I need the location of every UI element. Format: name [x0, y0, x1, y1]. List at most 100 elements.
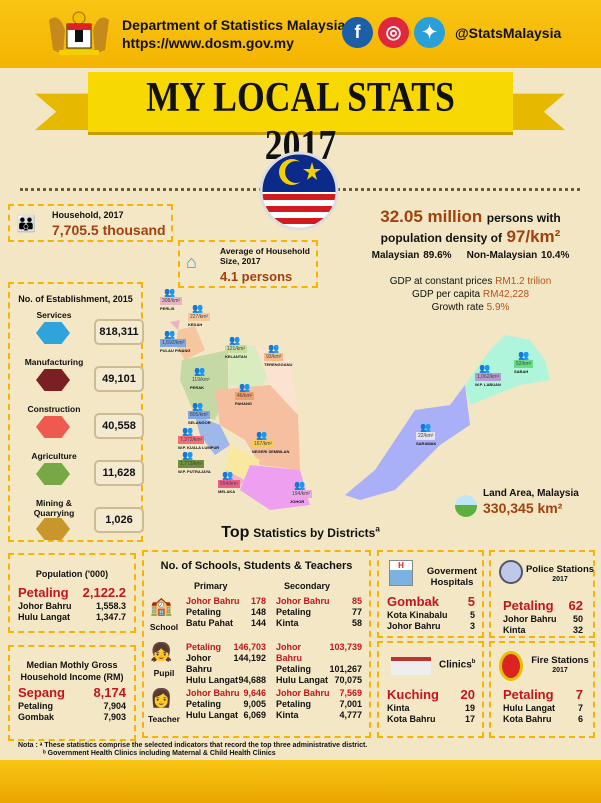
social-handle[interactable]: @StatsMalaysia — [455, 25, 562, 41]
district-value: 17 — [464, 714, 475, 724]
district-value: 85 — [351, 596, 362, 606]
footnote-a: Nota : ᵃ These statistics comprise the s… — [18, 742, 368, 749]
state-density: 22/km² — [416, 432, 436, 440]
people-icon: 👥 — [192, 303, 203, 313]
instagram-icon[interactable]: ◎ — [378, 17, 409, 48]
sector-icon — [36, 463, 70, 485]
state-name: W.P. KUALA LUMPUR — [178, 445, 220, 450]
twitter-icon[interactable]: ✦ — [414, 17, 445, 48]
ranking-row: Petaling 146,703 — [186, 642, 266, 653]
state-density: 167/km² — [252, 440, 275, 448]
coat-of-arms-logo — [49, 11, 109, 55]
clinics-title: Clinics — [439, 659, 472, 671]
group-label: Pupil — [153, 668, 175, 678]
gdp-capita-label: GDP per capita — [411, 289, 481, 300]
district-name: Petaling — [276, 699, 312, 709]
district-name: Kota Bahru — [387, 714, 436, 724]
district-value: 7 — [577, 703, 583, 713]
family-icon: 👪 — [16, 216, 36, 233]
people-icon: 👥 — [268, 343, 279, 353]
district-value: 70,075 — [334, 675, 362, 685]
ranking-row: Hulu Langat 6,069 — [186, 710, 266, 721]
district-name: Hulu Langat — [18, 612, 70, 622]
ranking-row: Sepang 8,174 — [18, 685, 126, 701]
district-value: 7,001 — [339, 699, 362, 709]
establishment-label: Mining & Quarrying — [33, 498, 75, 518]
department-name: Department of Statistics Malaysia — [122, 17, 346, 33]
state-density: 1,062/km² — [475, 373, 502, 381]
state-density: 119/km² — [190, 376, 212, 384]
map-sabah — [465, 335, 550, 405]
state-density: 121/km² — [225, 345, 248, 353]
ranking-row: Petaling 101,267 — [276, 664, 362, 675]
gdp-label: GDP at constant prices — [389, 276, 493, 287]
website-link[interactable]: https://www.dosm.gov.my — [122, 35, 294, 51]
primary-list: Petaling 146,703 Johor Bahru 144,192 Hulu La… — [186, 642, 266, 686]
card-title: No. of Schools, Students & Teachers — [160, 560, 353, 572]
district-name: Kinta — [276, 710, 299, 720]
district-name: Kota Kinabalu — [387, 610, 448, 620]
card-title: Population ('000) — [35, 569, 109, 579]
district-value: 146,703 — [233, 642, 266, 652]
density-value: 97/km² — [506, 227, 561, 246]
teacher-icon: 👩 — [150, 688, 173, 708]
map-kedah — [176, 326, 205, 360]
district-value: 8,174 — [93, 685, 126, 700]
people-icon: 👥 — [294, 480, 305, 490]
ranking-row: Petaling 77 — [276, 607, 362, 618]
ranking-row: Petaling 62 — [503, 598, 583, 614]
people-icon: 👥 — [222, 470, 233, 480]
state-name: JOHOR — [290, 499, 305, 504]
state-name: PAHANG — [235, 401, 253, 406]
map-terengganu — [255, 345, 298, 415]
house-icon: ⌂ — [186, 252, 197, 272]
primary-list: Johor Bahru 9,646 Petaling 9,005 Hulu Langat… — [186, 688, 266, 721]
ranking-row: Johor Bahru 144,192 — [186, 653, 266, 675]
gdp-block: GDP at constant prices RM1.2 trilion GDP… — [340, 275, 601, 314]
ranking-row: Gombak 5 — [387, 594, 475, 610]
district-value: 1,347.7 — [95, 612, 126, 622]
title-banner — [88, 72, 513, 132]
district-value: 32 — [572, 625, 583, 635]
ranking-row: Kota Bahru 17 — [387, 714, 475, 725]
income-card: Median Mothly Gross Household Income (RM… — [8, 645, 136, 741]
district-value: 5 — [469, 610, 475, 620]
ranking-row: Hulu Langat 7 — [503, 703, 583, 714]
department-info: Department of Statistics Malaysia https:/… — [122, 16, 345, 52]
people-icon: 👥 — [192, 401, 203, 411]
ranking-row: Kinta 58 — [276, 618, 362, 629]
district-value: 19 — [464, 703, 475, 713]
secondary-list: Johor Bahru 103,739 Petaling 101,267 Hulu La… — [276, 642, 362, 686]
landscape-icon — [455, 495, 477, 517]
people-icon: 👥 — [518, 350, 529, 360]
district-name: Petaling — [18, 585, 69, 600]
hospitals-card: H Goverment Hospitals Gombak 5 Kota Kinaba… — [377, 550, 484, 638]
map-pahang — [215, 385, 300, 470]
state-name: KEDAH — [188, 322, 203, 327]
district-name: Johor Bahru — [276, 596, 330, 606]
establishment-value: 40,558 — [94, 413, 144, 439]
state-name: MELAKA — [218, 489, 236, 494]
fire-badge-icon — [499, 651, 523, 681]
card-year: 2017 — [552, 576, 568, 583]
population-value: 32.05 million — [380, 207, 483, 226]
people-icon: 👥 — [239, 382, 250, 392]
map-perak — [180, 350, 228, 420]
people-icon: 👥 — [194, 366, 205, 376]
facebook-icon[interactable]: f — [342, 17, 373, 48]
district-value: 7,904 — [103, 701, 126, 711]
district-value: 2,122.2 — [82, 585, 126, 600]
group-label: Teacher — [148, 714, 180, 724]
establishment-value: 11,628 — [94, 460, 144, 486]
land-area-label: Land Area, Malaysia — [483, 488, 579, 499]
map-sarawak — [345, 385, 470, 500]
district-value: 7,903 — [103, 712, 126, 722]
district-name: Petaling — [186, 642, 222, 652]
district-name: Johor Bahru — [276, 642, 303, 663]
people-icon: 👥 — [164, 329, 175, 339]
ranking-row: Gombak 7,903 — [18, 712, 126, 723]
district-value: 77 — [351, 607, 362, 617]
map-johor — [240, 465, 310, 510]
district-name: Johor Bahru — [276, 688, 330, 698]
state-name: TERENGGANU — [264, 362, 293, 367]
